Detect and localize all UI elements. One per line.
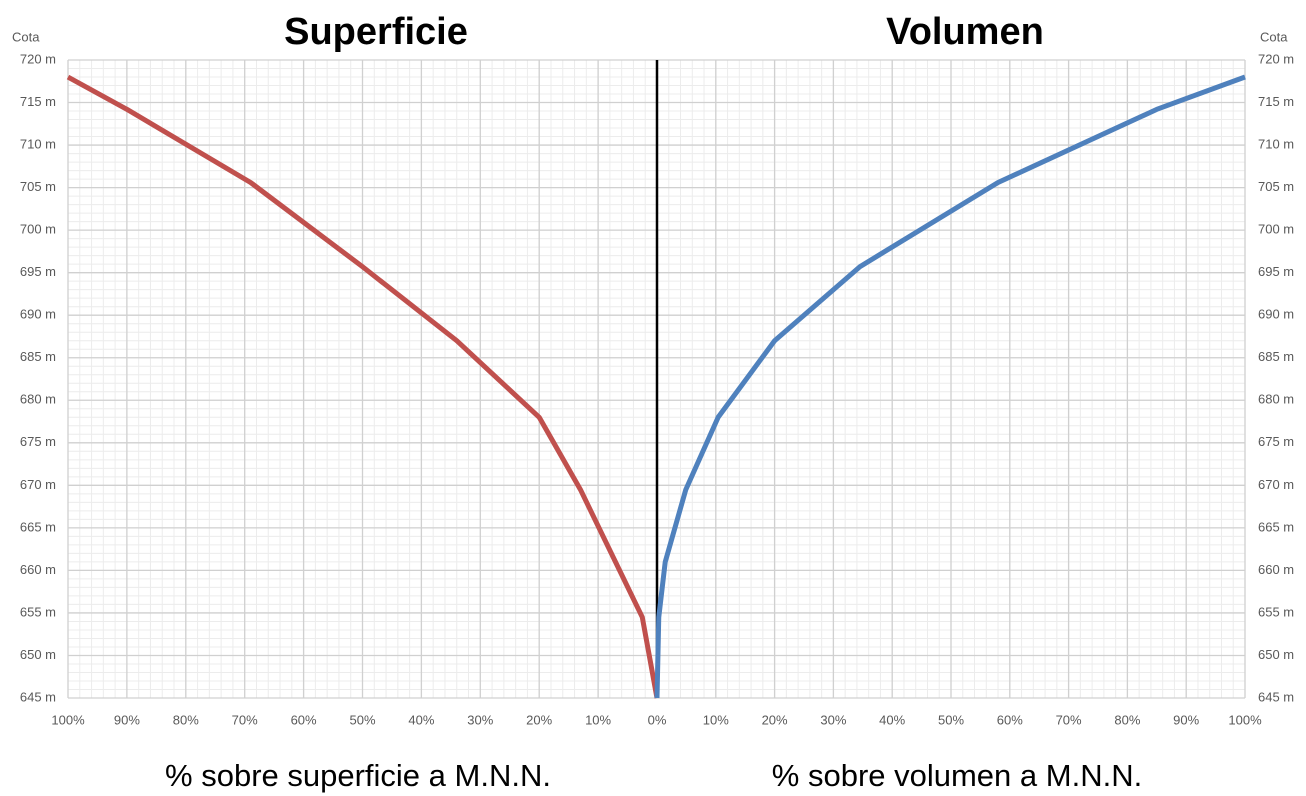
y-tick-label: 645 m bbox=[20, 689, 56, 704]
x-tick-label: 0% bbox=[648, 712, 667, 727]
y-tick-label: 720 m bbox=[20, 51, 56, 66]
x-axis-label: % sobre superficie a M.N.N. bbox=[165, 758, 551, 793]
chart-title: Volumen bbox=[886, 11, 1044, 53]
y-tick-label: 705 m bbox=[1258, 179, 1294, 194]
y-tick-label: 670 m bbox=[20, 477, 56, 492]
y-tick-label: 665 m bbox=[20, 519, 56, 534]
y-tick-label: 705 m bbox=[20, 179, 56, 194]
y-tick-label: 690 m bbox=[1258, 307, 1294, 322]
x-tick-label: 70% bbox=[1056, 712, 1082, 727]
major-grid bbox=[67, 59, 1246, 699]
x-tick-label: 80% bbox=[1114, 712, 1140, 727]
y-tick-label: 650 m bbox=[1258, 647, 1294, 662]
x-tick-label: 60% bbox=[997, 712, 1023, 727]
chart-title: Superficie bbox=[284, 11, 468, 53]
y-tick-label: 695 m bbox=[1258, 264, 1294, 279]
y-axis-label: Cota bbox=[12, 29, 40, 44]
y-axis-label: Cota bbox=[1260, 29, 1288, 44]
x-tick-label: 20% bbox=[762, 712, 788, 727]
x-tick-label: 40% bbox=[879, 712, 905, 727]
data-line bbox=[654, 74, 1246, 699]
y-tick-label: 710 m bbox=[1258, 137, 1294, 152]
y-tick-label: 660 m bbox=[20, 562, 56, 577]
y-tick-label: 650 m bbox=[20, 647, 56, 662]
x-tick-label: 60% bbox=[291, 712, 317, 727]
y-tick-label: 690 m bbox=[20, 307, 56, 322]
x-tick-label: 50% bbox=[349, 712, 375, 727]
y-tick-label: 720 m bbox=[1258, 51, 1294, 66]
x-tick-label: 70% bbox=[232, 712, 258, 727]
x-tick-label: 100% bbox=[51, 712, 85, 727]
y-tick-label: 665 m bbox=[1258, 519, 1294, 534]
x-tick-label: 90% bbox=[114, 712, 140, 727]
y-tick-label: 700 m bbox=[1258, 222, 1294, 237]
x-tick-label: 90% bbox=[1173, 712, 1199, 727]
x-tick-label: 10% bbox=[585, 712, 611, 727]
y-tick-label: 675 m bbox=[1258, 434, 1294, 449]
y-tick-label: 655 m bbox=[1258, 604, 1294, 619]
y-tick-label: 680 m bbox=[1258, 392, 1294, 407]
y-tick-label: 685 m bbox=[1258, 349, 1294, 364]
x-axis-label: % sobre volumen a M.N.N. bbox=[772, 758, 1142, 793]
y-tick-label: 670 m bbox=[1258, 477, 1294, 492]
y-tick-label: 715 m bbox=[20, 94, 56, 109]
y-tick-label: 685 m bbox=[20, 349, 56, 364]
x-tick-label: 20% bbox=[526, 712, 552, 727]
x-tick-label: 30% bbox=[467, 712, 493, 727]
y-tick-label: 715 m bbox=[1258, 94, 1294, 109]
lines bbox=[66, 74, 1246, 699]
y-tick-label: 660 m bbox=[1258, 562, 1294, 577]
y-tick-label: 645 m bbox=[1258, 689, 1294, 704]
y-tick-label: 710 m bbox=[20, 137, 56, 152]
y-tick-label: 700 m bbox=[20, 222, 56, 237]
data-line bbox=[66, 74, 660, 699]
x-tick-label: 10% bbox=[703, 712, 729, 727]
x-tick-label: 100% bbox=[1228, 712, 1262, 727]
x-tick-label: 30% bbox=[820, 712, 846, 727]
x-tick-label: 80% bbox=[173, 712, 199, 727]
x-tick-label: 50% bbox=[938, 712, 964, 727]
y-tick-label: 680 m bbox=[20, 392, 56, 407]
y-tick-label: 655 m bbox=[20, 604, 56, 619]
x-tick-label: 40% bbox=[408, 712, 434, 727]
y-tick-label: 695 m bbox=[20, 264, 56, 279]
y-tick-label: 675 m bbox=[20, 434, 56, 449]
